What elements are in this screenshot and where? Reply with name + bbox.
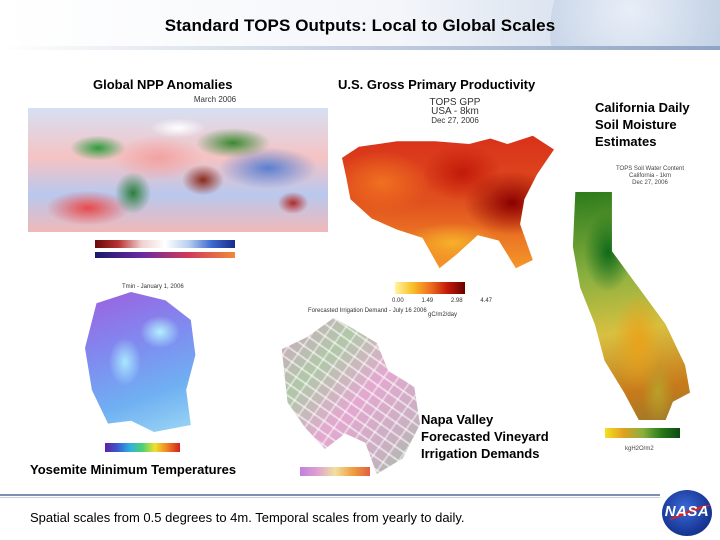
ca-header-region: California - 1km [628,173,671,179]
slide-header [0,0,720,50]
yosemite-temperature-map [85,292,196,432]
yosemite-color-scale [105,443,180,452]
npp-legend-bar [95,240,235,248]
napa-label: Napa Valley Forecasted Vineyard Irrigati… [421,412,549,461]
gpp-scale-ticks: 0.00 1.49 2.98 4.47 [392,298,492,304]
gpp-tick: 1.49 [421,298,434,304]
ca-header-title: TOPS Soil Water Content [615,166,685,172]
california-map-header: TOPS Soil Water Content California - 1km… [610,166,690,187]
napa-irrigation-map [281,318,420,474]
gpp-header-date: Dec 27, 2006 [431,116,479,125]
california-color-scale [605,428,680,438]
gpp-header-title: TOPS GPP [429,97,481,108]
npp-legend-bar-secondary [95,252,235,258]
gpp-color-scale [395,282,465,294]
california-soil-moisture-map [572,192,690,420]
npp-map-header: March 2006 [193,95,237,104]
yosemite-map-header: Tmin - January 1, 2006 [122,284,184,290]
header-globe-decoration [550,0,720,50]
npp-label: Global NPP Anomalies [93,77,233,92]
us-gpp-map [342,135,554,269]
footer-divider-secondary [0,497,660,498]
gpp-map-header: TOPS GPP USA - 8km Dec 27, 2006 [420,97,490,126]
slide-title: Standard TOPS Outputs: Local to Global S… [164,16,556,35]
gpp-tick: 4.47 [480,298,492,304]
gpp-label: U.S. Gross Primary Productivity [338,77,536,92]
header-stripe [0,46,720,50]
california-units: kgH2O/m2 [625,446,654,452]
napa-map-header: Forecasted Irrigation Demand - July 16 2… [308,308,427,314]
nasa-logo-text: NASA [664,503,710,520]
yosemite-label: Yosemite Minimum Temperatures [30,462,237,477]
gpp-units: gC/m2/day [428,312,458,318]
nasa-logo: NASA [662,490,712,536]
footer-divider [0,494,660,496]
california-label: California Daily Soil Moisture Estimates [595,100,690,149]
gpp-tick: 0.00 [392,298,404,304]
napa-color-scale [300,467,370,476]
npp-anomaly-map [28,108,328,232]
gpp-tick: 2.98 [450,298,463,304]
ca-header-date: Dec 27, 2006 [632,180,668,186]
gpp-header-region: USA - 8km [431,106,479,117]
footer-caption: Spatial scales from 0.5 degrees to 4m. T… [30,510,465,525]
